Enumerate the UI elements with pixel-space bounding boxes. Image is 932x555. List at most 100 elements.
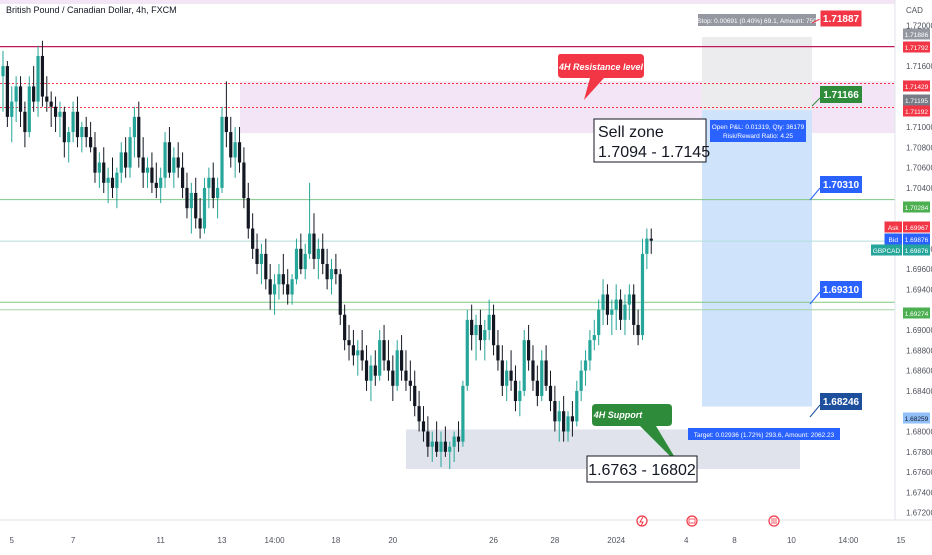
- candle-body: [430, 441, 434, 447]
- currency-label: CAD: [906, 6, 923, 15]
- candle-body: [557, 411, 561, 422]
- tp2-price-label: [820, 281, 862, 298]
- price-badge-prefix-text: GBPCAD: [873, 248, 901, 255]
- price-badge-text: 1.69876: [905, 248, 929, 255]
- price-badge-text: 1.71792: [905, 45, 929, 52]
- price-axis-badges: 1.71886 1.71792 1.71429 1.71195 1.71192 1.702…: [871, 28, 930, 424]
- candle-body: [452, 436, 456, 447]
- dividend-event-icon[interactable]: [686, 515, 698, 527]
- candle-body: [14, 86, 18, 102]
- candle-body: [522, 340, 526, 391]
- tp3-price-label: [820, 393, 862, 410]
- candle-body: [575, 390, 579, 422]
- candle-body: [378, 340, 382, 376]
- price-tick-label: 1.70800: [906, 143, 932, 152]
- candle-body: [351, 345, 355, 356]
- candle-body: [132, 116, 136, 138]
- candle-body: [513, 380, 518, 402]
- price-badge: [903, 221, 930, 233]
- candle-body: [487, 314, 491, 330]
- candle-body: [478, 324, 483, 341]
- price-badge-text: 1.71195: [905, 98, 928, 105]
- price-badge-text: 1.71429: [905, 84, 929, 91]
- time-tick-label: 5: [10, 536, 15, 545]
- candle-body: [605, 294, 610, 315]
- candle-body: [627, 294, 631, 305]
- candle-body: [303, 253, 307, 270]
- candle-body: [439, 441, 443, 452]
- candle-body: [649, 238, 653, 241]
- price-badge-text: 1.69876: [905, 237, 929, 244]
- candle-body: [268, 279, 272, 295]
- candle-body: [229, 132, 233, 158]
- candle-body: [93, 147, 97, 173]
- candle-body: [483, 330, 487, 341]
- sell-zone-box[interactable]: [593, 118, 707, 163]
- candle-body: [610, 309, 614, 315]
- price-badge: [903, 201, 930, 213]
- candle-body: [277, 274, 281, 285]
- candle-body: [32, 86, 36, 102]
- candle-body: [207, 177, 211, 188]
- resistance-callout[interactable]: [558, 54, 644, 100]
- price-tick-label: 1.68800: [906, 346, 932, 355]
- sell-zone-range: 1.7094 - 1.7145: [598, 144, 710, 161]
- candle-body: [509, 370, 513, 381]
- candle-body: [75, 111, 80, 138]
- price-badge: [903, 412, 930, 424]
- candle-body: [23, 111, 27, 133]
- candle-body: [119, 152, 123, 173]
- calendar-event-icon[interactable]: [768, 515, 780, 527]
- candle-body: [40, 55, 45, 97]
- stop-price-text: 1.71887: [823, 14, 860, 25]
- economic-event-icon[interactable]: [636, 515, 648, 527]
- price-tick-label: 1.67600: [906, 468, 932, 477]
- price-tick-label: 1.67200: [906, 509, 932, 518]
- candle-body: [49, 101, 53, 107]
- candle-body: [535, 380, 539, 396]
- candle-body: [500, 360, 504, 386]
- support-zone-box[interactable]: [586, 455, 698, 483]
- support-zone-range: 1.6763 - 16802: [588, 462, 696, 479]
- candle-body: [592, 335, 596, 341]
- candle-body: [496, 345, 500, 361]
- time-tick-label: 7: [71, 536, 76, 545]
- price-badge-prefix: [871, 244, 902, 256]
- candle-body: [299, 248, 303, 270]
- candle-body: [417, 406, 421, 422]
- candle-body: [597, 309, 601, 336]
- candle-body: [128, 137, 132, 168]
- time-tick-label: 15: [896, 536, 905, 545]
- time-tick-label: 2024: [607, 536, 625, 545]
- stop-info-text: Stop: 0.00691 (0.40%) 69.1, Amount: 750: [697, 18, 817, 25]
- candle-body: [115, 172, 119, 188]
- time-tick-label: 26: [489, 536, 498, 545]
- candle-body: [548, 385, 553, 402]
- price-tick-label: 1.67400: [906, 488, 932, 497]
- price-axis[interactable]: [895, 0, 932, 550]
- candle-body: [435, 441, 439, 452]
- time-tick-label: 13: [218, 536, 227, 545]
- time-tick-label: 14:00: [838, 536, 859, 545]
- candlestick-series: [1, 40, 653, 470]
- time-tick-label: 8: [732, 536, 737, 545]
- candle-body: [399, 350, 404, 371]
- candle-body: [220, 116, 224, 188]
- resistance-callout-text: 4H Resistance level: [558, 62, 644, 72]
- candle-body: [84, 127, 88, 138]
- candle-body: [325, 264, 329, 280]
- candle-body: [316, 248, 320, 259]
- candle-body: [264, 253, 268, 280]
- candle-body: [180, 167, 185, 188]
- candle-body: [194, 192, 198, 219]
- price-badge-text: 1.71886: [905, 32, 929, 39]
- price-badge-text: 1.69967: [905, 225, 929, 232]
- candle-body: [413, 385, 417, 407]
- candle-body: [570, 416, 574, 422]
- candle-body: [382, 340, 386, 361]
- support-callout[interactable]: [592, 404, 680, 466]
- candle-body: [588, 340, 592, 361]
- candle-body: [470, 319, 474, 336]
- candle-body: [618, 299, 623, 320]
